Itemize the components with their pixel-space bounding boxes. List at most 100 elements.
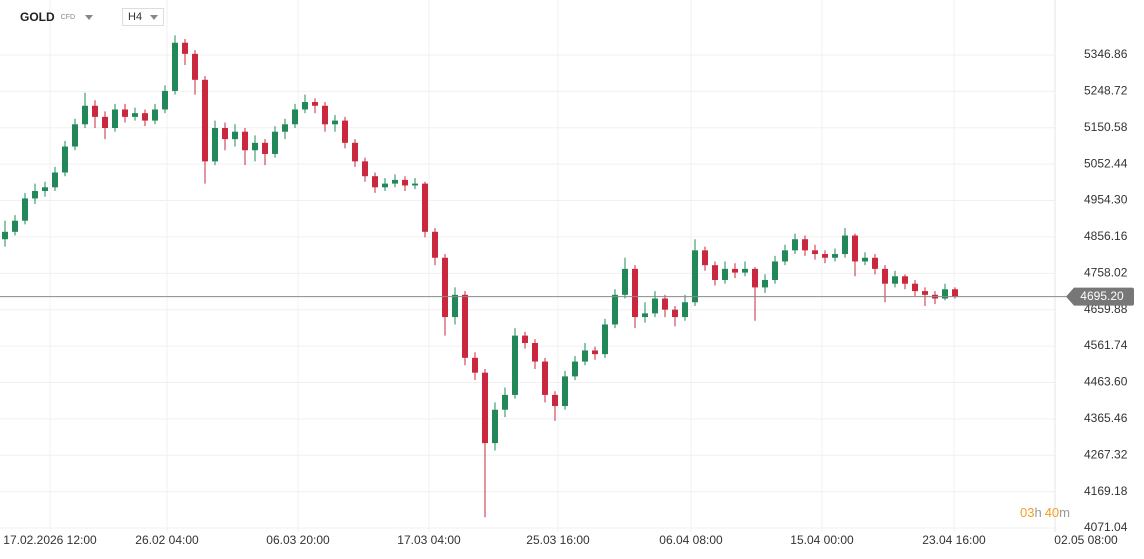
candle-body xyxy=(482,372,488,444)
candle-body xyxy=(102,116,108,129)
candle-body xyxy=(672,309,678,318)
candle-body xyxy=(312,102,318,106)
y-tick-label: 4463.60 xyxy=(1084,375,1128,389)
y-tick-label: 4758.02 xyxy=(1084,265,1128,279)
candle-body xyxy=(232,131,238,140)
candle-body xyxy=(922,291,928,295)
candle-body xyxy=(762,279,768,288)
candle-body xyxy=(122,109,128,117)
candle-body xyxy=(92,105,98,117)
countdown-part: 40 xyxy=(1045,505,1059,520)
candle-body xyxy=(282,124,288,132)
y-tick-label: 4365.46 xyxy=(1084,411,1128,425)
candle-body xyxy=(632,268,638,318)
candle-body xyxy=(502,394,508,410)
candle-body xyxy=(272,131,278,154)
candle-body xyxy=(342,120,348,143)
x-tick-label: 17.02.2026 12:00 xyxy=(3,533,97,547)
candle-body xyxy=(702,250,708,266)
instrument-type: CFD xyxy=(60,13,76,21)
x-tick-label: 02.05 08:00 xyxy=(1054,533,1118,547)
x-tick-label: 15.04 00:00 xyxy=(790,533,854,547)
symbol-selector[interactable]: GOLD CFD xyxy=(20,10,94,24)
candle-body xyxy=(142,113,148,121)
candle-body xyxy=(242,131,248,151)
candle-body xyxy=(582,350,588,362)
candle-body xyxy=(392,179,398,184)
candle-body xyxy=(322,105,328,125)
countdown-part: 03 xyxy=(1020,505,1034,520)
y-tick-label: 4856.16 xyxy=(1084,229,1128,243)
y-tick-label: 5248.72 xyxy=(1084,84,1128,98)
candle-body xyxy=(262,142,268,154)
last-price-tag xyxy=(1066,287,1134,306)
y-tick-label: 4561.74 xyxy=(1084,338,1128,352)
candle-body xyxy=(32,191,38,199)
candle-body xyxy=(162,90,168,110)
candle-body xyxy=(362,161,368,177)
candle-body xyxy=(82,105,88,125)
candle-body xyxy=(832,254,838,258)
candle-body xyxy=(642,313,648,318)
candle-body xyxy=(22,198,28,221)
candle-body xyxy=(602,324,608,355)
candle-body xyxy=(722,268,728,280)
candle-body xyxy=(332,120,338,125)
candle-body xyxy=(252,142,258,151)
timeframe: H4 xyxy=(128,11,143,23)
candle-body xyxy=(402,179,408,186)
candle-body xyxy=(662,298,668,310)
candle-body xyxy=(622,268,628,295)
candle-body xyxy=(782,250,788,262)
timeframe-selector[interactable]: H4 xyxy=(122,8,164,26)
x-tick-label: 25.03 16:00 xyxy=(526,533,590,547)
candle-body xyxy=(592,350,598,355)
candle-body xyxy=(542,361,548,395)
candle-body xyxy=(192,53,198,80)
candle-body xyxy=(522,335,528,344)
candle-body xyxy=(422,183,428,232)
candle-body xyxy=(72,124,78,147)
candle-body xyxy=(172,42,178,91)
candle-body xyxy=(472,357,478,373)
candle-body xyxy=(202,79,208,162)
candle-body xyxy=(2,231,8,240)
candle-body xyxy=(292,109,298,125)
candle-body xyxy=(812,250,818,255)
candle-body xyxy=(462,294,468,358)
candle-body xyxy=(752,268,758,288)
y-tick-label: 4954.30 xyxy=(1084,193,1128,207)
y-tick-label: 4169.18 xyxy=(1084,484,1128,498)
candle-body xyxy=(792,239,798,251)
candle-body xyxy=(432,231,438,258)
candle-body xyxy=(52,172,58,188)
candle-body xyxy=(382,183,388,188)
candle-body xyxy=(862,257,868,262)
candle-body xyxy=(822,254,828,258)
candle-body xyxy=(892,276,898,284)
candle-body xyxy=(902,276,908,284)
countdown: 03h 40m xyxy=(1020,505,1070,520)
candle-body xyxy=(12,220,18,232)
countdown-part: m xyxy=(1059,505,1070,520)
x-tick-label: 17.03 04:00 xyxy=(397,533,461,547)
candle-body xyxy=(372,176,378,188)
candle-body xyxy=(852,235,858,262)
y-tick-label: 5346.86 xyxy=(1084,47,1128,61)
candle-body xyxy=(442,257,448,318)
candle-body xyxy=(302,102,308,110)
candle-body xyxy=(842,235,848,255)
candle-body xyxy=(212,128,218,162)
last-price-label: 4695.20 xyxy=(1080,289,1124,303)
candle-body xyxy=(222,128,228,140)
candle-body xyxy=(732,268,738,273)
dropdown-arrow xyxy=(150,15,158,20)
x-tick-label: 26.02 04:00 xyxy=(135,533,199,547)
candle-body xyxy=(552,394,558,407)
x-tick-label: 06.04 08:00 xyxy=(659,533,723,547)
candle-body xyxy=(872,257,878,269)
candle-body xyxy=(942,289,948,299)
candle-body xyxy=(772,261,778,280)
candle-body xyxy=(562,376,568,407)
